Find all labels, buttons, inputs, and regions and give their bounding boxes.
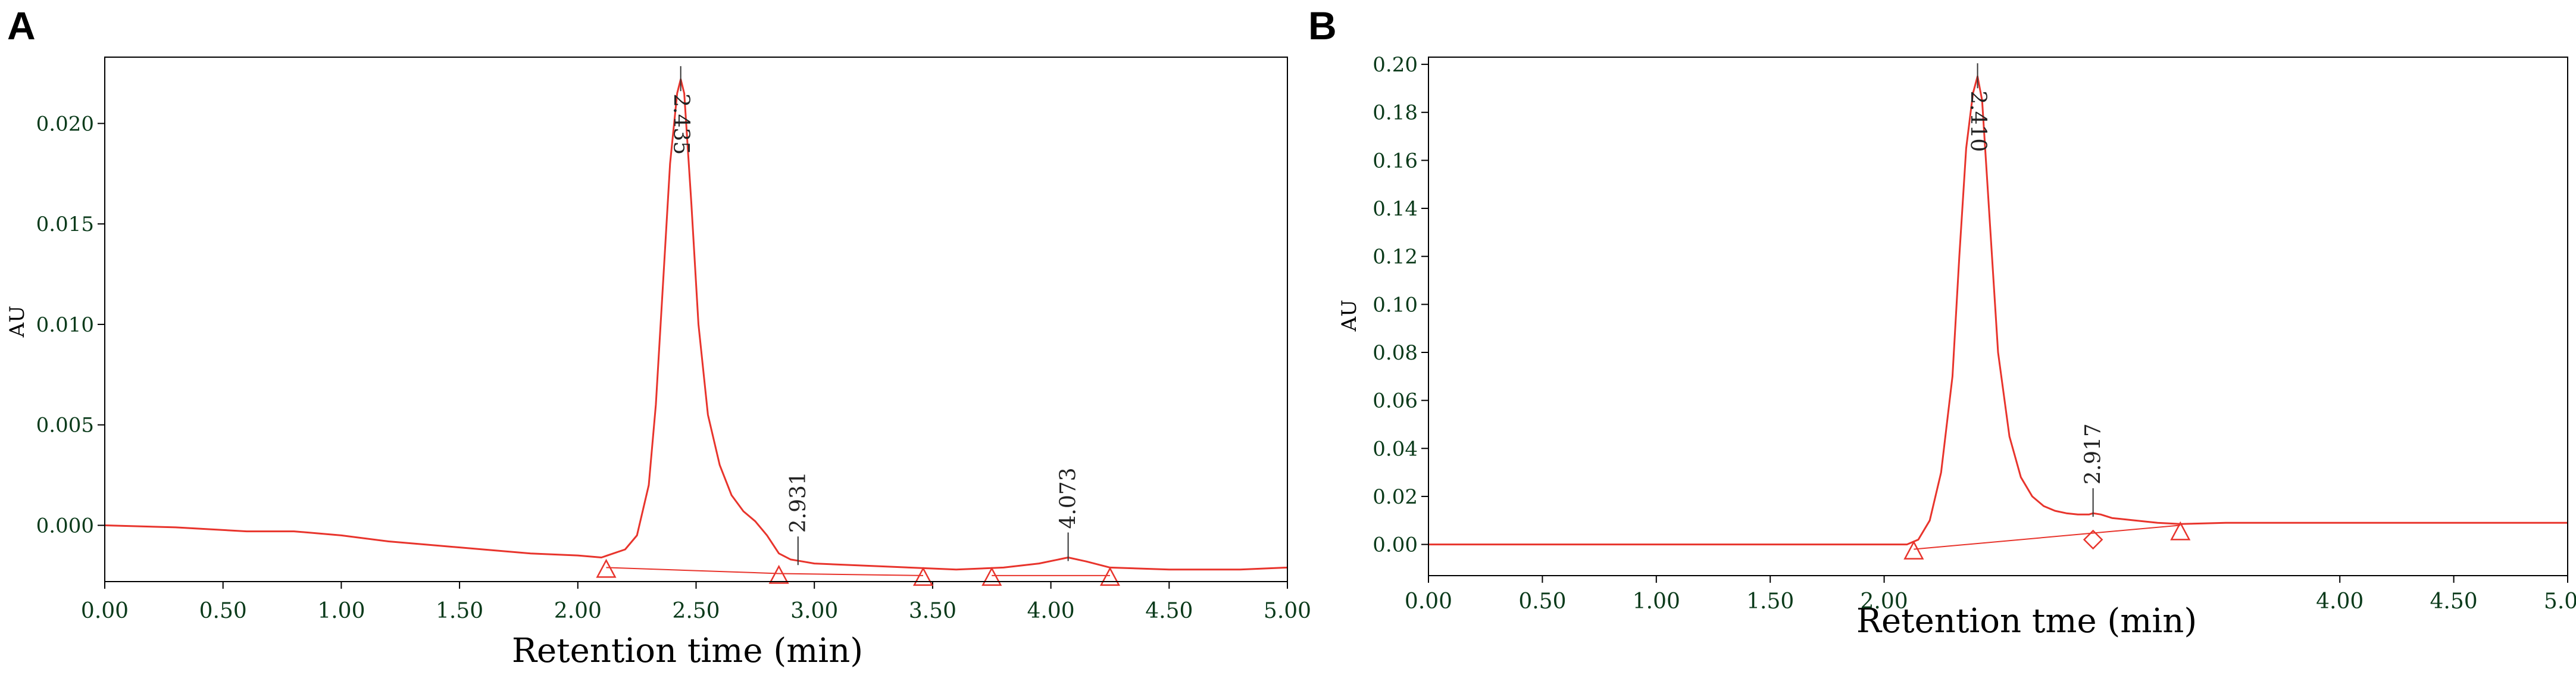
x-tick-label: 1.50 (1746, 589, 1794, 614)
x-tick-label: 4.00 (2316, 589, 2364, 614)
x-ticks-b: 0.00 0.50 1.00 1.50 2.00 4.00 4.50 5.00 (1405, 576, 2576, 614)
peak-labels-a: 2.435 2.931 4.073 (669, 66, 1081, 566)
triangle-marker (1903, 540, 1924, 560)
y-tick-label: 0.015 (36, 213, 94, 236)
x-tick-label: 0.00 (81, 599, 129, 623)
peak-label: 4.073 (1056, 467, 1081, 529)
triangle-marker (912, 567, 934, 586)
triangle-marker (1099, 567, 1121, 586)
baseline-segment (779, 573, 924, 576)
x-tick-label: 5.00 (1264, 599, 1311, 623)
x-tick-label: 1.00 (1633, 589, 1680, 614)
triangle-marker (768, 564, 789, 584)
diamond-marker (2083, 529, 2103, 550)
y-tick-label: 0.14 (1373, 197, 1418, 221)
x-tick-label: 0.50 (1518, 589, 1566, 614)
y-tick-label: 0.020 (36, 112, 94, 136)
x-tick-label: 3.50 (909, 599, 956, 623)
baseline-segment (606, 567, 779, 574)
x-tick-label: 1.00 (317, 599, 365, 623)
y-tick-label: 0.16 (1373, 149, 1418, 173)
baseline-segment (1914, 524, 2181, 550)
x-tick-label: 5.00 (2544, 589, 2576, 614)
triangle-marker (2170, 521, 2191, 541)
y-tick-label: 0.00 (1373, 533, 1418, 557)
series-a (104, 78, 1288, 571)
x-axis-label-b: Retention tme (min) (1856, 602, 2197, 641)
peak-labels-b: 2.410 2.917 (1966, 63, 2106, 517)
triangle-marker (596, 558, 617, 578)
y-tick-label: 0.010 (36, 313, 94, 337)
integration-markers-b (1903, 521, 2191, 560)
y-ticks-b: 0.00 0.02 0.04 0.06 0.08 0.10 0.12 0.14 0.16 0.18… (1373, 53, 1428, 557)
y-axis-label-b: AU (1337, 299, 1361, 332)
y-tick-label: 0.18 (1373, 101, 1418, 125)
panel-b: B AU Retention tme (min) 0.000.020.040.0… (1308, 4, 2576, 641)
triangle-marker (981, 567, 1002, 586)
chromatogram-trace (104, 78, 1288, 571)
peak-label: 2.917 (2081, 423, 2106, 485)
x-ticks-a: 0.00 0.50 1.00 1.50 2.00 2.50 3.00 3.50 4.00 4.50… (81, 582, 1311, 623)
y-tick-label: 0.10 (1373, 293, 1418, 317)
series-b (1428, 75, 2568, 546)
x-tick-label: 4.50 (2430, 589, 2478, 614)
x-tick-label: 4.00 (1027, 599, 1075, 623)
peak-label: 2.410 (1966, 90, 1990, 152)
y-tick-label: 0.005 (36, 414, 94, 438)
x-tick-label: 3.00 (790, 599, 838, 623)
y-axis-label-a: AU (5, 305, 29, 338)
integration-markers-a (596, 558, 1121, 586)
y-ticks-a: 0.000 0.005 0.010 0.015 0.020 (36, 112, 105, 538)
y-tick-label: 0.12 (1373, 245, 1418, 269)
peak-label: 2.931 (786, 471, 811, 533)
plot-frame-a (104, 57, 1288, 582)
x-tick-label: 0.50 (199, 599, 247, 623)
chromatogram-trace (1428, 75, 2568, 546)
y-tick-label: 0.06 (1373, 389, 1418, 413)
y-tick-label: 0.04 (1373, 437, 1418, 461)
baselines-a (606, 567, 1110, 576)
panel-a: A AU Retention time (min) 0.000 0.005 0.01… (5, 4, 1311, 670)
y-tick-label: 0.02 (1373, 485, 1418, 509)
plot-frame-b (1428, 57, 2568, 576)
peak-label: 2.435 (669, 93, 693, 155)
y-tick-label: 0.20 (1373, 53, 1418, 77)
baselines-b (1914, 524, 2181, 550)
x-tick-label: 2.00 (1861, 589, 1908, 614)
y-tick-label: 0.08 (1373, 341, 1418, 365)
x-axis-label-a: Retention time (min) (512, 632, 863, 670)
x-tick-label: 4.50 (1145, 599, 1193, 623)
x-tick-label: 2.50 (672, 599, 720, 623)
x-tick-label: 2.00 (554, 599, 602, 623)
y-tick-label: 0.000 (36, 514, 94, 538)
x-tick-label: 1.50 (436, 599, 483, 623)
x-tick-label: 0.00 (1405, 589, 1452, 614)
panel-label-b: B (1308, 4, 1337, 48)
panel-label-a: A (7, 4, 36, 48)
